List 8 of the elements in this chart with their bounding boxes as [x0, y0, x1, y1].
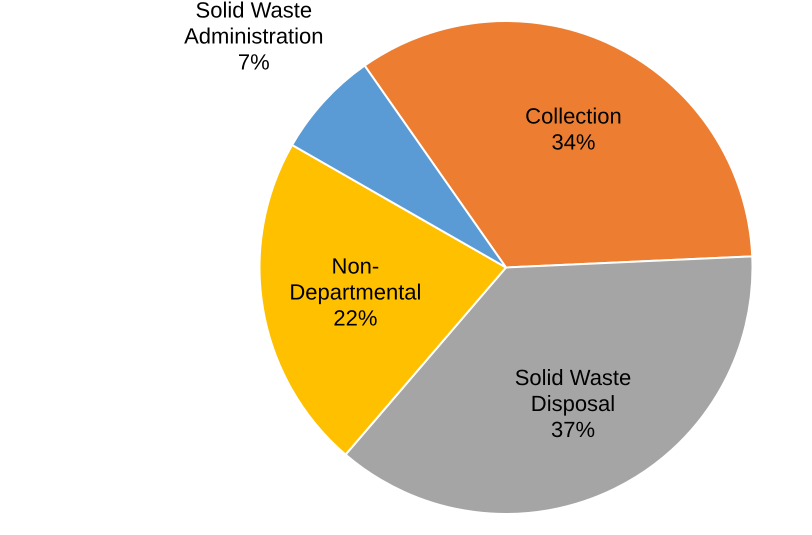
- slice-label: Solid Waste Disposal: [514, 364, 632, 416]
- data-label: 37%: [550, 416, 596, 442]
- data-label: 7%: [238, 49, 270, 74]
- slice-label: Solid Waste Administration: [184, 0, 324, 48]
- data-label: 22%: [333, 306, 378, 331]
- data-label: 34%: [551, 129, 596, 154]
- slice-label: Collection: [525, 103, 622, 128]
- slice-label: Non-Departmental: [289, 254, 422, 305]
